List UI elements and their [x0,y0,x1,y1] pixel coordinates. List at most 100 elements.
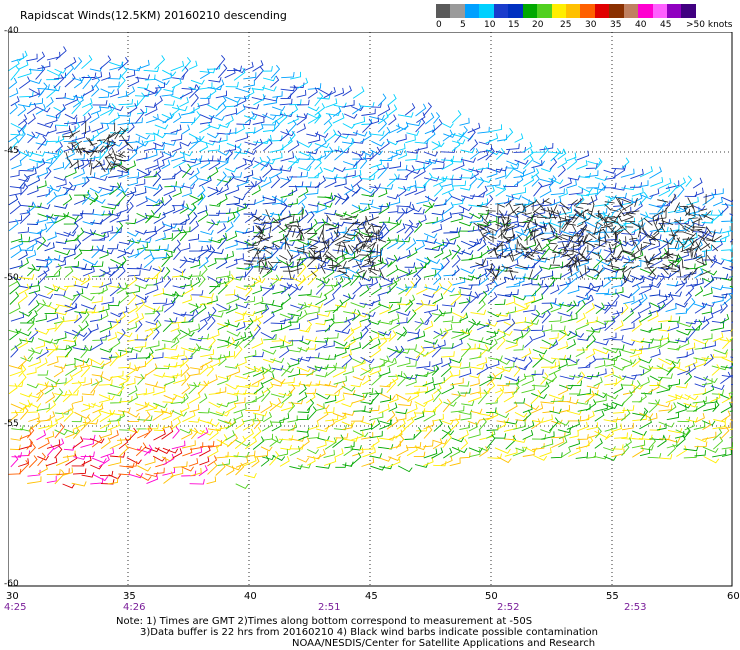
wind-barb [92,473,109,482]
wind-barb [353,405,366,412]
wind-barb [261,387,271,402]
contaminated-barb [692,203,696,215]
wind-barb [721,374,733,378]
wind-barb [11,452,23,458]
wind-barb [179,256,188,269]
wind-barb [152,132,166,139]
wind-barb [711,364,721,376]
wind-barb [261,373,275,385]
wind-barb [341,319,351,332]
wind-barb [8,364,24,370]
wind-barb [497,134,508,142]
wind-barb [171,227,182,242]
wind-barb [198,407,210,414]
wind-barb [701,378,713,386]
wind-barb [334,347,347,358]
wind-barb [622,386,635,395]
wind-barb [136,92,146,107]
contaminated-barb [686,213,696,217]
wind-barb [332,366,346,378]
wind-barb [244,428,254,440]
contaminated-barb [647,253,655,266]
wind-barb [360,279,373,287]
contaminated-barb [351,245,360,253]
wind-barb [315,392,331,400]
wind-barb [370,419,381,430]
wind-barb [388,219,399,232]
wind-barb [334,178,347,187]
wind-barb [656,294,668,305]
wind-barb [116,185,124,197]
wind-barb [332,299,344,314]
wind-barb [289,323,301,331]
time-label: 2:51 [318,602,341,613]
wind-barb [613,224,627,233]
wind-barb [27,348,43,355]
wind-barb [53,74,65,89]
wind-barb [369,130,385,136]
wind-barb [443,202,454,215]
wind-barb [701,268,718,276]
wind-barb [18,283,33,289]
contaminated-barb [576,223,584,228]
wind-barb [631,434,644,440]
wind-barb [218,354,227,367]
wind-barb [200,265,208,277]
contaminated-barb [77,159,80,170]
wind-barb [207,446,219,458]
wind-barb [478,260,489,269]
wind-barb [486,179,501,187]
wind-barb [207,186,219,198]
colorbar-segment [522,4,538,18]
wind-barb [279,456,290,467]
wind-barb [612,273,624,279]
wind-barb [270,357,285,364]
contaminated-barb [563,221,570,232]
wind-barb [477,239,487,252]
wind-barb [71,365,83,377]
wind-barb [252,426,262,439]
wind-barb [362,447,376,458]
wind-barb [521,325,531,339]
contaminated-barb [652,210,665,218]
wind-barb [9,280,21,295]
wind-barb [146,423,159,430]
wind-barb [531,418,541,430]
wind-barb [19,209,31,224]
contaminated-barb [644,266,654,269]
wind-barb [433,273,442,286]
wind-barb [297,263,307,278]
contaminated-barb [643,217,653,226]
wind-barb [675,429,690,436]
wind-barb [10,170,20,178]
contaminated-barb [566,237,574,248]
wind-barb [388,429,403,440]
wind-barb [137,169,150,180]
wind-barb [701,318,710,331]
wind-barb [395,408,408,415]
wind-barb [54,285,69,292]
wind-barb [55,238,68,244]
wind-barb [161,113,175,120]
wind-barb [488,124,503,133]
wind-barb [242,157,255,163]
wind-barb [290,356,303,362]
contaminated-barb [609,218,619,224]
wind-barb [28,357,42,368]
wind-barb [712,400,720,413]
contaminated-barb [579,271,584,279]
wind-barb [306,380,321,386]
wind-barb [667,443,677,457]
colorbar-tick: 40 [635,20,647,30]
wind-barb [29,158,44,164]
wind-barb [315,372,328,378]
wind-barb [387,275,400,288]
wind-barb [207,425,223,432]
wind-barb [72,288,84,297]
contaminated-barb [515,248,528,250]
wind-barb [379,226,390,241]
wind-barb [45,418,59,431]
wind-barb [170,323,180,332]
wind-barb [281,390,293,404]
wind-barb [575,347,585,357]
